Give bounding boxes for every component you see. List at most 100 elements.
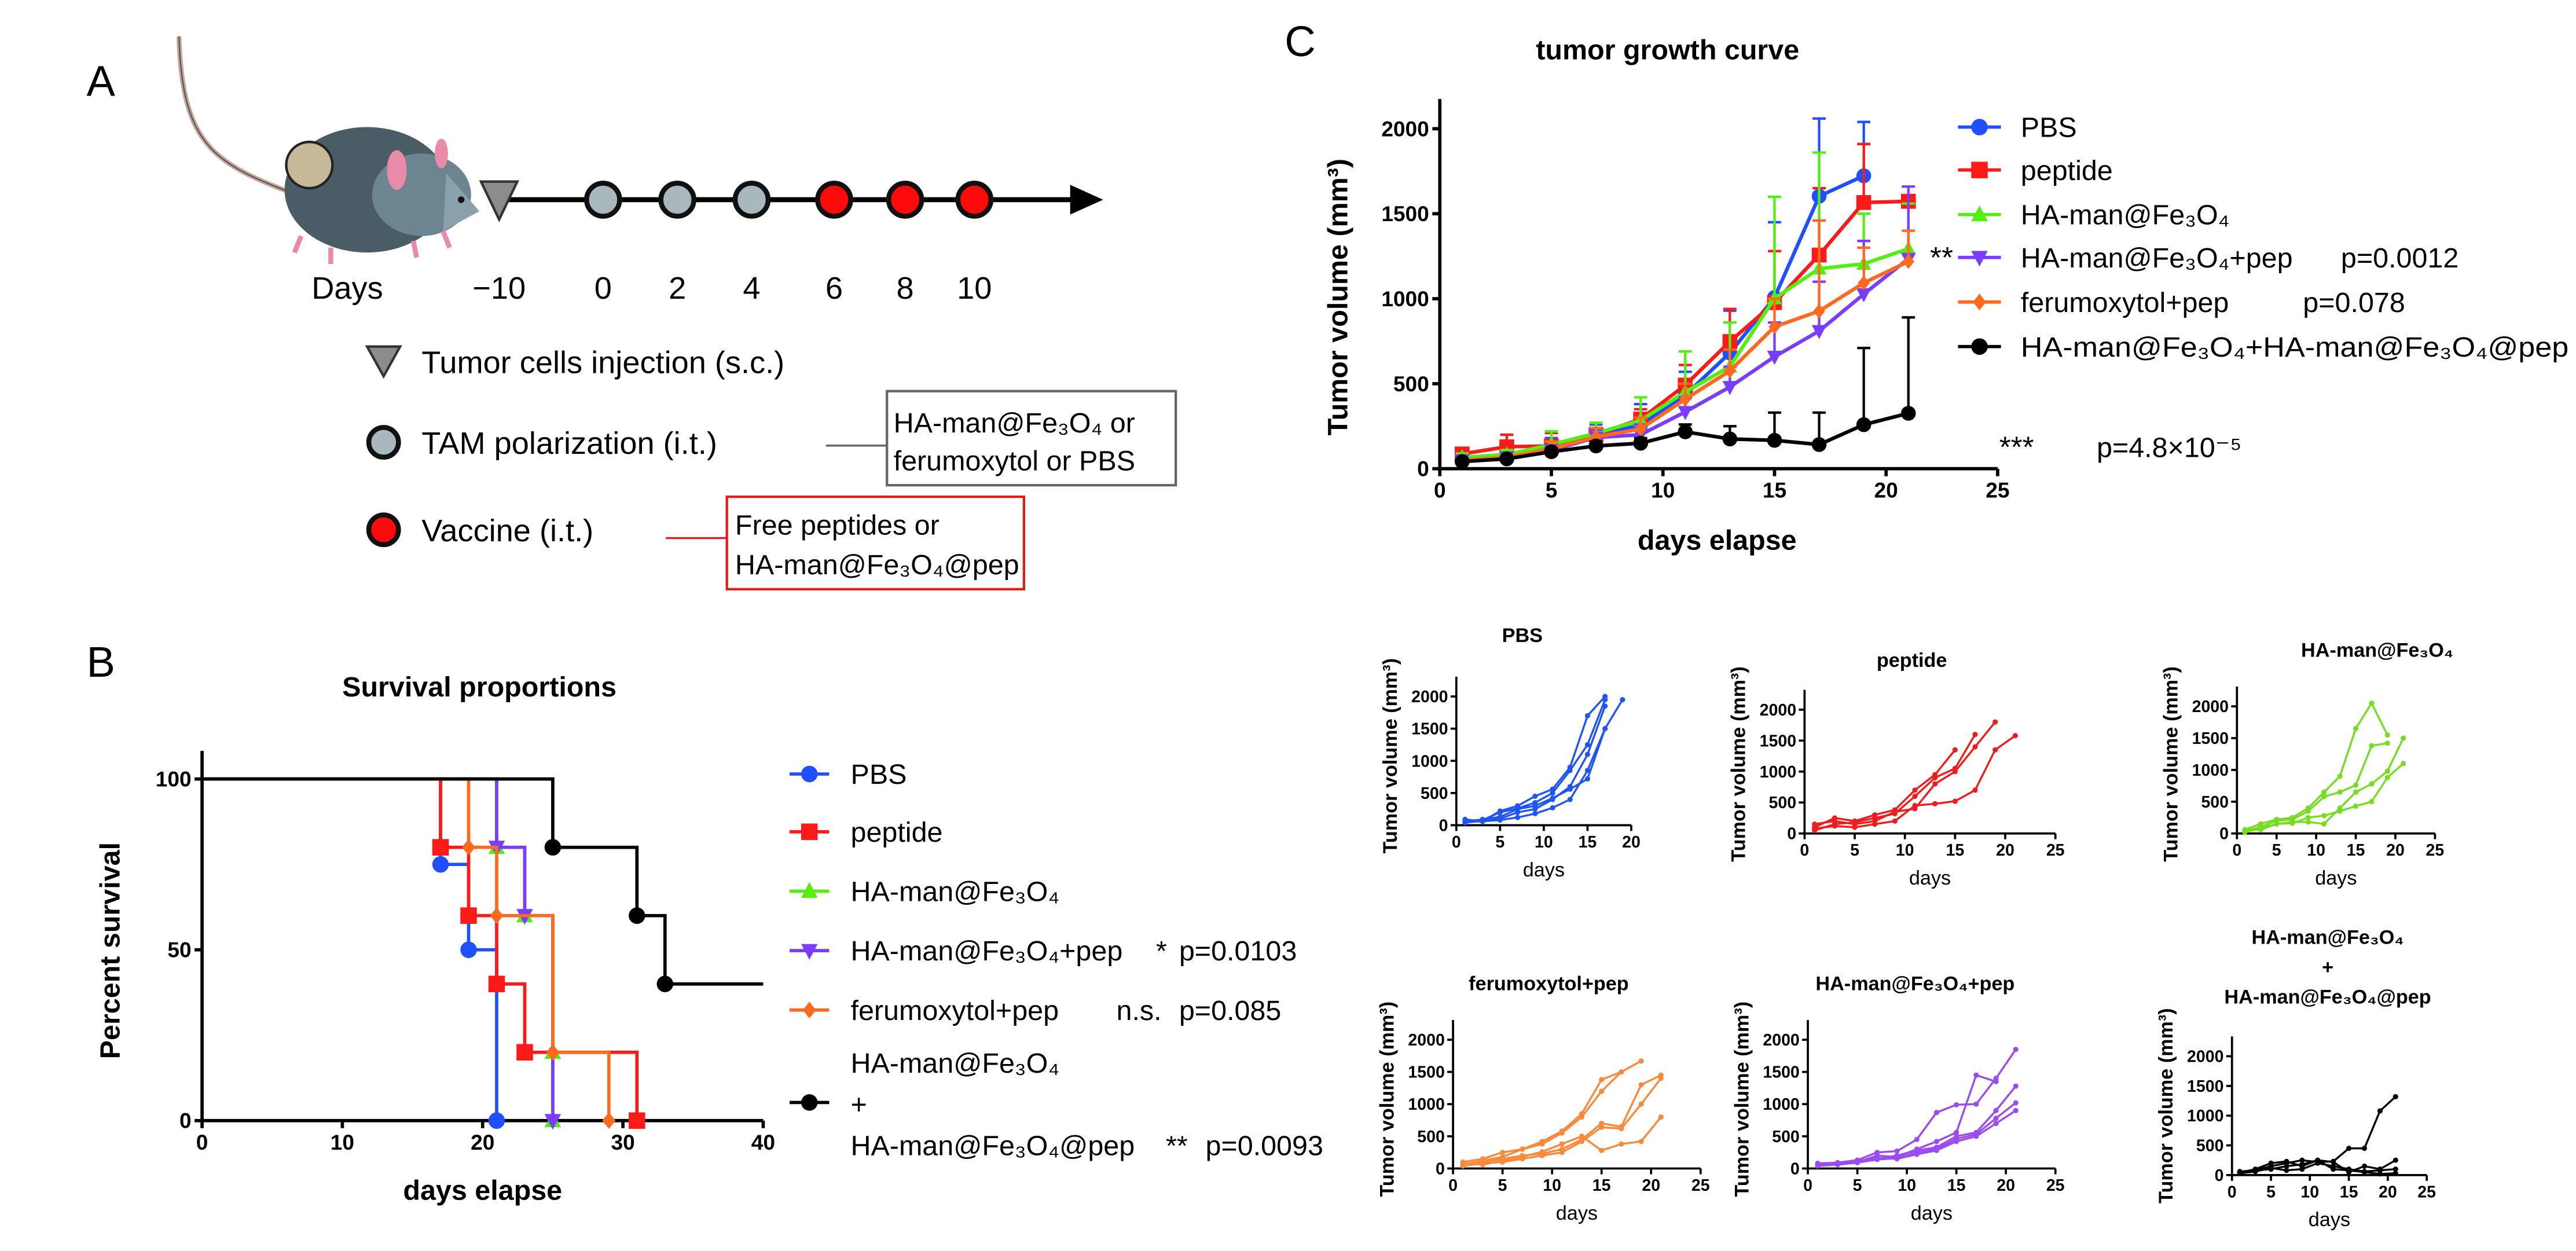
legend-marker (802, 1001, 816, 1019)
survival-title: Survival proportions (342, 672, 617, 703)
legend-marker (801, 1094, 818, 1111)
individual-panel-0: 0 5 10 15 20 0 500 1000 1500 2000 PBS days Tumor vol… (1379, 625, 1641, 881)
x-tick-label: 25 (2046, 841, 2065, 860)
mouse-point (1638, 1139, 1644, 1144)
mouse-point (2274, 821, 2280, 827)
mouse-point (1933, 1110, 1939, 1116)
mouse-line-0 (1814, 749, 1956, 828)
growth-marker (1455, 454, 1470, 469)
mouse-point (1515, 806, 1521, 812)
panel-title: HA-man@Fe₃O₄ (2301, 640, 2453, 662)
mouse-point (2337, 789, 2343, 795)
mouse-point (2268, 1160, 2274, 1166)
x-tick-label: 15 (1579, 833, 1597, 852)
triangle-icon (365, 345, 402, 379)
x-tick-label: 0 (196, 1130, 208, 1154)
mouse-point (1559, 1130, 1565, 1136)
growth-marker (1813, 303, 1825, 319)
legend-label: HA-man@Fe₃O₄ (2021, 200, 2230, 231)
survival-marker (629, 907, 645, 924)
legend-marker (801, 882, 818, 898)
y-tick-label: 1000 (1760, 763, 1796, 782)
days-label: Days (311, 271, 383, 306)
x-tick-label: 10 (331, 1130, 354, 1154)
mouse-point (1567, 797, 1573, 802)
x-tick-label: 0 (2232, 841, 2241, 860)
x-tick-label: 15 (1592, 1176, 1611, 1195)
legend-injection: Tumor cells injection (s.c.) (365, 345, 784, 380)
x-tick-label: 5 (1546, 478, 1558, 502)
mouse-point (2392, 1094, 2398, 1099)
mouse-point (2305, 819, 2311, 825)
tam-circle-icon (658, 181, 696, 219)
individual-panel-2: 0 5 10 15 20 25 0 500 1000 1500 2000 HA-man@Fe₃O₄ da… (2160, 640, 2454, 889)
survival-marker (546, 1044, 560, 1061)
tam-box (886, 390, 1177, 487)
mouse-point (2361, 1163, 2368, 1169)
significance-stars: n.s. (1117, 995, 1162, 1026)
mouse-point (1993, 1116, 1999, 1121)
growth-marker (1679, 391, 1691, 407)
mouse-point (2013, 1107, 2019, 1113)
y-tick-label: 0 (1787, 825, 1796, 843)
growth-marker (1633, 435, 1649, 451)
y-tick-label: 2000 (1381, 116, 1429, 141)
mouse-point (2268, 1165, 2274, 1171)
growth-marker (1544, 444, 1559, 460)
mouse-point (2401, 735, 2406, 741)
x-tick-label: 30 (611, 1130, 634, 1154)
p-value: p=0.078 (2303, 287, 2405, 318)
timeline-day-label: 10 (957, 271, 992, 306)
timeline-day-label: 2 (669, 271, 686, 306)
panel-letter-a: A (87, 57, 116, 105)
growth-y-label: Tumor volume (mm³) (1323, 159, 1354, 435)
panel-letter-c: C (1285, 17, 1316, 65)
mouse-point (1952, 769, 1958, 775)
mouse-line-1 (1818, 1074, 1997, 1166)
timeline-day-label: 0 (595, 271, 612, 306)
individual-panel-1: 0 5 10 15 20 25 0 500 1000 1500 2000 peptide days Tum… (1728, 650, 2065, 889)
legend-vaccine: Vaccine (i.t.) Free peptides or HA-man@F… (366, 495, 1025, 590)
treatment-timeline: −10 0 2 4 6 8 10 (472, 180, 1103, 306)
legend-marker (801, 944, 818, 960)
y-tick-label: 1500 (1381, 201, 1429, 226)
legend-vaccine-label: Vaccine (i.t.) (421, 513, 593, 548)
growth-marker (1678, 406, 1693, 420)
survival-marker (432, 839, 449, 856)
legend-label: ferumoxytol+pep (851, 995, 1059, 1026)
mouse-point (1602, 726, 1608, 732)
mouse-point (1973, 1101, 1979, 1107)
y-tick-label: 500 (2196, 1137, 2224, 1155)
growth-marker (1724, 363, 1736, 379)
x-tick-label: 40 (751, 1130, 775, 1154)
x-tick-label: 10 (2307, 841, 2325, 860)
mouse-point (2392, 1166, 2398, 1172)
x-tick-label: 25 (1986, 478, 2009, 502)
mouse-point (1658, 1114, 1664, 1120)
legend-label: HA-man@Fe₃O₄@pep (851, 1131, 1135, 1162)
x-tick-label: 10 (1898, 1176, 1916, 1195)
survival-y-label: Percent survival (95, 842, 126, 1059)
x-tick-label: 15 (1763, 478, 1786, 502)
mouse-point (1914, 1136, 1920, 1142)
growth-marker (1767, 290, 1782, 305)
mouse-point (1914, 1151, 1920, 1157)
x-tick-label: 0 (2228, 1183, 2237, 1201)
legend-marker (1971, 162, 1988, 178)
mouse-point (2346, 1146, 2352, 1151)
growth-marker (1588, 438, 1603, 454)
legend-label: HA-man@Fe₃O₄ (851, 1048, 1060, 1079)
mouse-point (1638, 1101, 1644, 1107)
individual-panel-4: 0 5 10 15 20 25 0 500 1000 1500 2000 HA-man@Fe₃O₄+p… (1731, 973, 2064, 1224)
vaccine-circle-icon (886, 181, 924, 219)
mouse-point (1584, 768, 1591, 773)
mouse-point (1584, 776, 1591, 782)
panel-a: A −10 0 2 4 6 8 10 Days Tumor cells injection … (87, 36, 1177, 590)
x-tick-label: 25 (2046, 1176, 2065, 1195)
mouse-point (2321, 813, 2327, 819)
mouse-point (1973, 1133, 1979, 1139)
legend-tam: TAM polarization (i.t.) HA-man@Fe₃O₄ or … (366, 390, 1177, 487)
panel-x-label: days (1909, 867, 1951, 889)
mouse-point (1500, 1150, 1506, 1155)
